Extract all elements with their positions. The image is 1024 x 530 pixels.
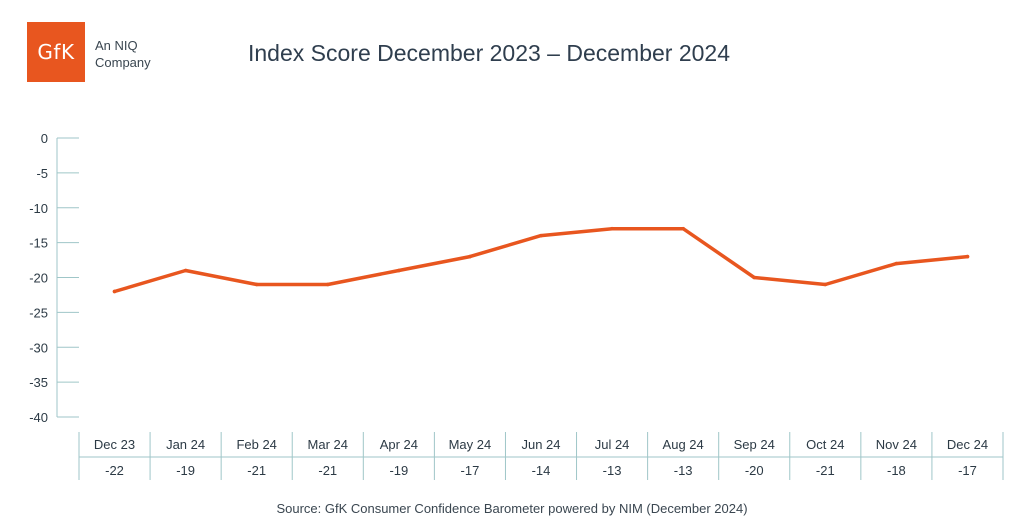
data-value-label: -19 (176, 463, 195, 478)
data-value-label: -21 (816, 463, 835, 478)
x-category-label: Nov 24 (876, 437, 917, 452)
y-tick-label: -30 (29, 340, 48, 355)
logo-tagline-line1: An NIQ (95, 38, 138, 53)
y-tick-label: -5 (36, 166, 48, 181)
y-tick-label: -40 (29, 410, 48, 425)
x-category-label: Dec 24 (947, 437, 988, 452)
data-value-label: -17 (958, 463, 977, 478)
data-value-label: -13 (603, 463, 622, 478)
data-point (681, 226, 685, 231)
data-value-label: -14 (532, 463, 551, 478)
data-point (610, 226, 614, 231)
data-value-label: -20 (745, 463, 764, 478)
data-point (254, 282, 259, 287)
logo-tagline: An NIQ Company (95, 37, 151, 71)
data-point (397, 268, 401, 273)
chart-title: Index Score December 2023 – December 202… (248, 40, 731, 66)
y-tick-label: 0 (41, 131, 48, 146)
data-value-label: -18 (887, 463, 906, 478)
source-note: Source: GfK Consumer Confidence Baromete… (276, 501, 748, 516)
data-point (823, 282, 828, 287)
data-point (468, 254, 472, 259)
x-category-label: Mar 24 (308, 437, 348, 452)
data-value-label: -21 (247, 463, 266, 478)
x-category-label: Oct 24 (806, 437, 844, 452)
y-tick-label: -20 (29, 271, 48, 286)
x-category-label: Dec 23 (94, 437, 135, 452)
data-point (112, 289, 117, 294)
x-category-label: May 24 (449, 437, 492, 452)
data-point (325, 282, 330, 287)
x-category-label: Sep 24 (734, 437, 775, 452)
x-category-label: Apr 24 (380, 437, 418, 452)
data-value-label: -22 (105, 463, 124, 478)
y-tick-label: -35 (29, 375, 48, 390)
logo-tagline-line2: Company (95, 55, 151, 70)
data-point (183, 268, 188, 273)
x-category-label: Jun 24 (521, 437, 560, 452)
series-line-index-score (112, 226, 970, 294)
x-category-label: Jul 24 (595, 437, 630, 452)
data-point (539, 233, 543, 238)
gfk-logo: GfK (27, 22, 85, 82)
y-tick-label: -10 (29, 201, 48, 216)
y-tick-label: -15 (29, 236, 48, 251)
data-value-label: -19 (389, 463, 408, 478)
x-category-label: Jan 24 (166, 437, 205, 452)
data-point (965, 254, 970, 259)
x-category-label: Aug 24 (663, 437, 704, 452)
data-point (752, 275, 757, 280)
data-value-label: -13 (674, 463, 693, 478)
y-tick-label: -25 (29, 305, 48, 320)
logo-text: GfK (37, 40, 75, 64)
data-value-label: -17 (461, 463, 480, 478)
data-point (894, 261, 899, 266)
data-value-label: -21 (318, 463, 337, 478)
x-category-label: Feb 24 (236, 437, 276, 452)
